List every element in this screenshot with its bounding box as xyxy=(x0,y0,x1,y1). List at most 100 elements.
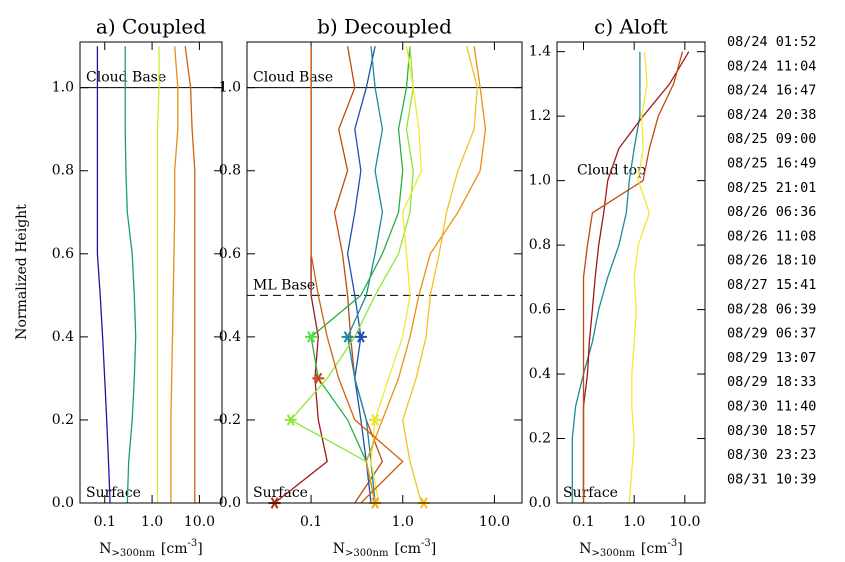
label-subscript: >300nm xyxy=(112,548,156,559)
profile-line xyxy=(310,46,404,503)
y-tick-label: 0.6 xyxy=(219,246,241,262)
legend-entry: 08/24 16:47 xyxy=(727,83,816,99)
x-axis-label: N>300nm [cm-3] xyxy=(579,538,682,559)
legend-entry: 08/24 01:52 xyxy=(727,34,816,50)
annotation: Cloud Base xyxy=(253,70,333,86)
annotation: Cloud Base xyxy=(86,70,166,86)
label-close: ] xyxy=(197,541,202,557)
label-subscript: >300nm xyxy=(345,548,389,559)
star-marker xyxy=(305,331,318,343)
y-tick-label: 1.4 xyxy=(529,44,551,60)
y-tick-label: 0.4 xyxy=(219,329,241,345)
star-marker xyxy=(369,414,382,426)
legend-entry: 08/25 21:01 xyxy=(727,180,816,196)
label-close: ] xyxy=(431,541,436,557)
y-tick-label: 0.2 xyxy=(219,412,241,428)
panel-title: b) Decoupled xyxy=(317,15,452,39)
plot-frame xyxy=(246,41,523,504)
legend-entry: 08/30 18:57 xyxy=(727,423,816,439)
legend-entry: 08/29 13:07 xyxy=(727,350,816,366)
x-tick-label: 0.1 xyxy=(300,514,322,530)
star-marker xyxy=(354,331,367,343)
legend-entry: 08/31 10:39 xyxy=(727,471,816,487)
x-tick-label: 0.1 xyxy=(94,514,116,530)
x-tick-label: 10.0 xyxy=(479,514,510,530)
label-symbol: N xyxy=(333,541,345,557)
profile-line xyxy=(346,46,384,503)
label-close: ] xyxy=(677,541,682,557)
panel-title: a) Coupled xyxy=(96,15,206,39)
legend-entry: 08/26 18:10 xyxy=(727,253,816,269)
legend-entry: 08/30 11:40 xyxy=(727,399,816,415)
label-unit: [cm xyxy=(161,541,188,557)
y-tick-label: 0.0 xyxy=(529,495,551,511)
star-marker xyxy=(312,372,325,385)
label-unit: [cm xyxy=(641,541,668,557)
plot-frame xyxy=(79,41,223,504)
legend-entry: 08/28 06:39 xyxy=(727,301,816,317)
legend-entry: 08/26 06:36 xyxy=(727,204,816,220)
profile-line xyxy=(124,46,137,503)
y-tick-label: 1.2 xyxy=(529,108,551,124)
star-marker xyxy=(284,414,297,426)
legend-entry: 08/24 20:38 xyxy=(727,107,816,123)
y-tick-label: 0.0 xyxy=(219,495,241,511)
profile-line xyxy=(184,46,196,503)
annotation: Surface xyxy=(563,485,618,501)
y-tick-label: 0.8 xyxy=(219,163,241,179)
legend-entry: 08/24 11:04 xyxy=(727,58,816,74)
profile-line xyxy=(365,46,487,503)
y-tick-label: 1.0 xyxy=(52,80,74,96)
label-subscript: >300nm xyxy=(592,548,636,559)
x-tick-label: 10.0 xyxy=(669,514,700,530)
label-superscript: -3 xyxy=(188,538,198,549)
profile-line xyxy=(582,51,684,503)
y-tick-label: 0.0 xyxy=(52,495,74,511)
x-axis-label: N>300nm [cm-3] xyxy=(333,538,436,559)
legend-entry: 08/29 18:33 xyxy=(727,374,816,390)
legend-entry: 08/27 15:41 xyxy=(727,277,816,293)
annotation: Surface xyxy=(86,485,141,501)
label-symbol: N xyxy=(579,541,591,557)
profile-line xyxy=(96,46,111,503)
y-tick-label: 1.0 xyxy=(219,80,241,96)
profile-line xyxy=(582,51,690,503)
profile-line xyxy=(628,51,651,503)
star-marker xyxy=(341,331,354,343)
legend-entry: 08/26 11:08 xyxy=(727,228,816,244)
profile-line xyxy=(571,51,641,503)
label-superscript: -3 xyxy=(421,538,431,549)
x-axis-label: N>300nm [cm-3] xyxy=(99,538,202,559)
profile-line xyxy=(170,46,179,503)
legend-entry: 08/30 23:23 xyxy=(727,447,816,463)
legend-entry: 08/29 06:37 xyxy=(727,326,816,342)
y-tick-label: 0.2 xyxy=(52,412,74,428)
annotation: Surface xyxy=(253,485,308,501)
y-tick-label: 0.8 xyxy=(52,163,74,179)
panel-title: c) Aloft xyxy=(594,15,668,39)
x-tick-label: 1.0 xyxy=(141,514,163,530)
legend-entry: 08/25 09:00 xyxy=(727,131,816,147)
profile-line xyxy=(402,46,478,503)
profile-line xyxy=(274,46,328,503)
y-tick-label: 1.0 xyxy=(529,173,551,189)
annotation: ML Base xyxy=(253,277,315,293)
legend-entry: 08/25 16:49 xyxy=(727,156,816,172)
label-superscript: -3 xyxy=(668,538,678,549)
x-tick-label: 10.0 xyxy=(184,514,215,530)
y-tick-label: 0.2 xyxy=(529,431,551,447)
y-tick-label: 0.4 xyxy=(529,366,551,382)
profile-line xyxy=(289,46,414,503)
plot-frame xyxy=(556,41,706,504)
y-axis-label: Normalized Height xyxy=(14,204,30,340)
label-symbol: N xyxy=(99,541,111,557)
profile-line xyxy=(156,46,160,503)
profile-line xyxy=(370,46,423,503)
y-tick-label: 0.6 xyxy=(529,302,551,318)
y-tick-label: 0.8 xyxy=(529,237,551,253)
y-tick-label: 0.6 xyxy=(52,246,74,262)
x-tick-label: 1.0 xyxy=(623,514,645,530)
profile-line xyxy=(310,46,411,503)
y-tick-label: 0.4 xyxy=(52,329,74,345)
